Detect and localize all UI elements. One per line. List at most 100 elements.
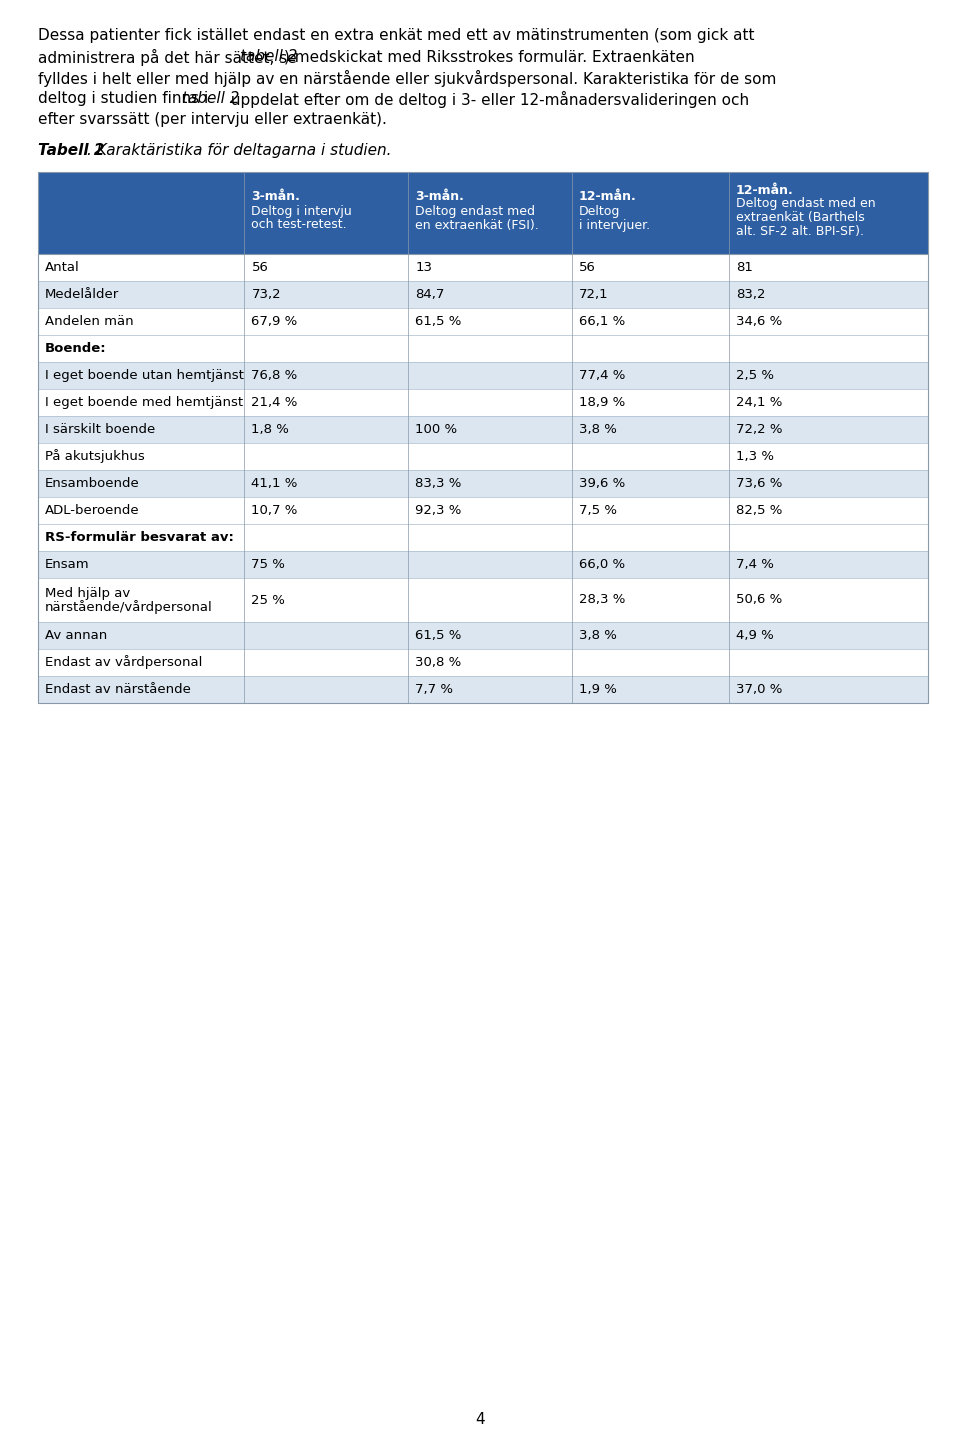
Text: RS-formulär besvarat av:: RS-formulär besvarat av:	[45, 531, 234, 544]
Text: 61,5 %: 61,5 %	[416, 630, 462, 643]
Text: 2,5 %: 2,5 %	[735, 369, 774, 382]
Text: Antal: Antal	[45, 262, 80, 273]
Text: Tabell 2: Tabell 2	[38, 142, 105, 158]
Text: 92,3 %: 92,3 %	[416, 505, 462, 518]
Text: Deltog endast med: Deltog endast med	[416, 205, 536, 218]
Text: 1,9 %: 1,9 %	[579, 683, 617, 696]
Text: Ensamboende: Ensamboende	[45, 477, 140, 490]
Text: I eget boende med hemtjänst: I eget boende med hemtjänst	[45, 395, 243, 409]
Text: 61,5 %: 61,5 %	[416, 316, 462, 329]
Bar	[38, 254, 928, 281]
Text: Ensam: Ensam	[45, 558, 89, 571]
Text: Endast av vårdpersonal: Endast av vårdpersonal	[45, 656, 203, 669]
Text: 83,3 %: 83,3 %	[416, 477, 462, 490]
Text: 39,6 %: 39,6 %	[579, 477, 625, 490]
Text: 41,1 %: 41,1 %	[252, 477, 298, 490]
Text: 73,6 %: 73,6 %	[735, 477, 782, 490]
Text: 81: 81	[735, 262, 753, 273]
Bar	[38, 416, 928, 443]
Text: 18,9 %: 18,9 %	[579, 395, 625, 409]
Text: 73,2: 73,2	[252, 288, 281, 301]
Text: 76,8 %: 76,8 %	[252, 369, 298, 382]
Bar	[38, 551, 928, 579]
Text: Andelen män: Andelen män	[45, 316, 133, 329]
Text: i intervjuer.: i intervjuer.	[579, 218, 650, 231]
Text: I eget boende utan hemtjänst: I eget boende utan hemtjänst	[45, 369, 244, 382]
Text: 34,6 %: 34,6 %	[735, 316, 781, 329]
Text: 75 %: 75 %	[252, 558, 285, 571]
Text: 25 %: 25 %	[252, 593, 285, 606]
Bar	[38, 622, 928, 648]
Text: 3-mån.: 3-mån.	[416, 190, 464, 204]
Bar	[38, 676, 928, 702]
Bar	[38, 308, 928, 334]
Text: 66,0 %: 66,0 %	[579, 558, 625, 571]
Text: 3-mån.: 3-mån.	[252, 190, 300, 204]
Text: 7,4 %: 7,4 %	[735, 558, 774, 571]
Text: På akutsjukhus: På akutsjukhus	[45, 449, 145, 464]
Text: ADL-beroende: ADL-beroende	[45, 505, 139, 518]
Bar	[38, 281, 928, 308]
Text: Boende:: Boende:	[45, 342, 107, 355]
Bar	[38, 648, 928, 676]
Text: 28,3 %: 28,3 %	[579, 593, 625, 606]
Bar	[38, 172, 928, 702]
Text: administrera på det här sättet, se: administrera på det här sättet, se	[38, 49, 301, 65]
Text: 100 %: 100 %	[416, 423, 457, 436]
Text: 13: 13	[416, 262, 432, 273]
Text: extraenkät (Barthels: extraenkät (Barthels	[735, 211, 864, 224]
Text: närstående/vårdpersonal: närstående/vårdpersonal	[45, 601, 213, 614]
Bar	[38, 470, 928, 497]
Text: I särskilt boende: I särskilt boende	[45, 423, 156, 436]
Text: 84,7: 84,7	[416, 288, 444, 301]
Text: 7,5 %: 7,5 %	[579, 505, 617, 518]
Text: en extraenkät (FSI).: en extraenkät (FSI).	[416, 218, 539, 231]
Text: 4: 4	[475, 1412, 485, 1428]
Text: tabell 2: tabell 2	[240, 49, 298, 64]
Text: Med hjälp av: Med hjälp av	[45, 586, 131, 599]
Bar	[38, 523, 928, 551]
Text: 50,6 %: 50,6 %	[735, 593, 781, 606]
Text: 7,7 %: 7,7 %	[416, 683, 453, 696]
Text: Endast av närstående: Endast av närstående	[45, 683, 191, 696]
Text: 10,7 %: 10,7 %	[252, 505, 298, 518]
Bar	[38, 579, 928, 622]
Text: Deltog i intervju: Deltog i intervju	[252, 205, 352, 218]
Bar	[38, 497, 928, 523]
Text: 21,4 %: 21,4 %	[252, 395, 298, 409]
Text: Medelålder: Medelålder	[45, 288, 119, 301]
Text: Deltog endast med en: Deltog endast med en	[735, 198, 876, 211]
Text: 12-mån.: 12-mån.	[735, 183, 793, 196]
Bar	[38, 172, 928, 254]
Text: ) medskickat med Riksstrokes formulär. Extraenkäten: ) medskickat med Riksstrokes formulär. E…	[284, 49, 694, 64]
Bar	[38, 390, 928, 416]
Text: 72,1: 72,1	[579, 288, 609, 301]
Text: 37,0 %: 37,0 %	[735, 683, 782, 696]
Text: efter svarssätt (per intervju eller extraenkät).: efter svarssätt (per intervju eller extr…	[38, 112, 387, 126]
Text: 72,2 %: 72,2 %	[735, 423, 782, 436]
Bar	[38, 334, 928, 362]
Text: och test-retest.: och test-retest.	[252, 218, 348, 231]
Text: deltog i studien finns i: deltog i studien finns i	[38, 92, 213, 106]
Bar	[38, 362, 928, 390]
Text: 24,1 %: 24,1 %	[735, 395, 782, 409]
Text: Deltog: Deltog	[579, 205, 620, 218]
Text: 56: 56	[579, 262, 596, 273]
Text: 30,8 %: 30,8 %	[416, 656, 462, 669]
Text: 67,9 %: 67,9 %	[252, 316, 298, 329]
Text: uppdelat efter om de deltog i 3- eller 12-månadersvalideringen och: uppdelat efter om de deltog i 3- eller 1…	[226, 92, 749, 108]
Text: 3,8 %: 3,8 %	[579, 423, 617, 436]
Bar	[38, 443, 928, 470]
Text: 1,8 %: 1,8 %	[252, 423, 289, 436]
Text: 12-mån.: 12-mån.	[579, 190, 636, 204]
Text: . Karaktäristika för deltagarna i studien.: . Karaktäristika för deltagarna i studie…	[86, 142, 392, 158]
Text: 82,5 %: 82,5 %	[735, 505, 782, 518]
Text: 56: 56	[252, 262, 269, 273]
Text: 1,3 %: 1,3 %	[735, 449, 774, 462]
Text: tabell 2: tabell 2	[182, 92, 240, 106]
Text: Dessa patienter fick istället endast en extra enkät med ett av mätinstrumenten (: Dessa patienter fick istället endast en …	[38, 28, 755, 44]
Text: alt. SF-2 alt. BPI-SF).: alt. SF-2 alt. BPI-SF).	[735, 225, 864, 238]
Text: 77,4 %: 77,4 %	[579, 369, 625, 382]
Text: 3,8 %: 3,8 %	[579, 630, 617, 643]
Text: 4,9 %: 4,9 %	[735, 630, 774, 643]
